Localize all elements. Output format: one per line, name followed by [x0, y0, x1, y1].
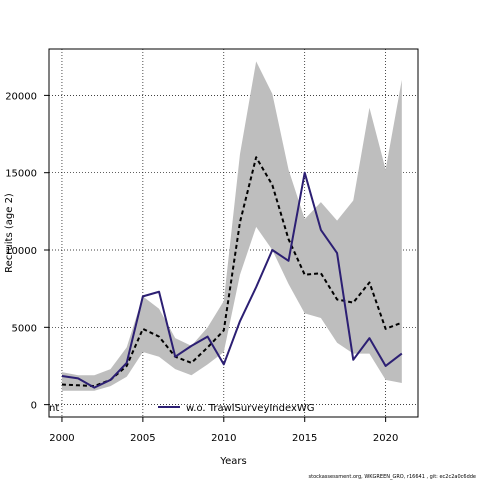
series-lines: [61, 156, 403, 389]
legend-label-wo-trawlsurvey: w.o. TrawlSurveyIndexWG: [186, 403, 315, 414]
footer-credit: stockassessment.org, WKGREEN_GRO, r16641…: [309, 474, 476, 480]
confidence-band-area: [61, 61, 402, 391]
y-tick-label-3: 15000: [5, 169, 37, 180]
y-tick-label-2: 10000: [5, 246, 37, 257]
confidence-band: [61, 61, 402, 391]
x-axis: 2000 2005 2010 2015 2020: [49, 417, 398, 444]
x-tick-label-4: 2020: [373, 433, 398, 444]
x-tick-label-0: 2000: [49, 433, 74, 444]
x-tick-label-2: 2010: [211, 433, 236, 444]
x-tick-label-3: 2015: [292, 433, 317, 444]
y-tick-label-0: 0: [31, 401, 37, 412]
legend: nt w.o. TrawlSurveyIndexWG: [49, 403, 315, 414]
y-tick-label-1: 5000: [12, 323, 37, 334]
series-line-1: [61, 171, 403, 389]
y-axis: 0 5000 10000 15000 20000: [5, 91, 49, 412]
legend-label-nt: nt: [49, 403, 59, 414]
y-tick-label-4: 20000: [5, 91, 37, 102]
y-axis-title: Recruits (age 2): [4, 193, 15, 273]
plot-frame: [48, 48, 419, 418]
x-axis-title: Years: [219, 456, 246, 467]
x-tick-label-1: 2005: [130, 433, 155, 444]
